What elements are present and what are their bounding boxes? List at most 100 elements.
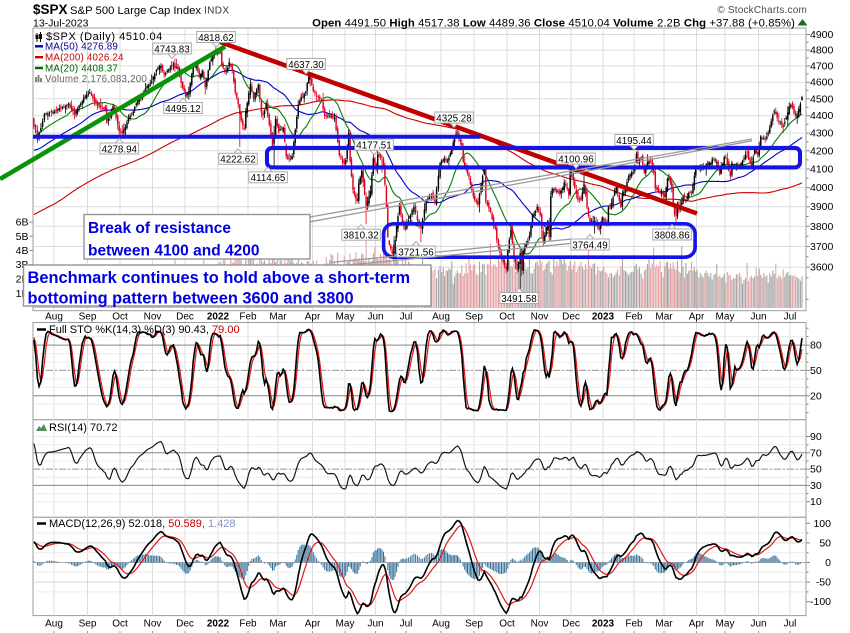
svg-text:May: May bbox=[716, 312, 735, 323]
svg-text:6B: 6B bbox=[16, 217, 29, 229]
svg-text:4500: 4500 bbox=[810, 93, 834, 105]
svg-text:70: 70 bbox=[810, 447, 822, 459]
svg-text:INDX: INDX bbox=[204, 6, 230, 17]
svg-text:Aug: Aug bbox=[45, 312, 63, 323]
svg-text:Oct: Oct bbox=[112, 312, 128, 323]
svg-text:3700: 3700 bbox=[810, 241, 834, 253]
svg-text:Jun: Jun bbox=[367, 312, 383, 323]
svg-text:Nov: Nov bbox=[144, 619, 162, 630]
svg-text:4900: 4900 bbox=[810, 29, 834, 41]
svg-text:4600: 4600 bbox=[810, 77, 834, 89]
svg-text:$SPX (Daily) 4510.04: $SPX (Daily) 4510.04 bbox=[46, 31, 163, 43]
svg-text:0: 0 bbox=[825, 557, 831, 569]
svg-text:Apr: Apr bbox=[689, 312, 705, 323]
svg-text:Jul: Jul bbox=[784, 619, 797, 630]
svg-text:4300: 4300 bbox=[810, 128, 834, 140]
svg-text:Sep: Sep bbox=[465, 312, 483, 323]
svg-text:4B: 4B bbox=[16, 245, 29, 257]
svg-text:May: May bbox=[336, 619, 355, 630]
svg-text:$SPX: $SPX bbox=[33, 2, 68, 17]
svg-text:Apr: Apr bbox=[305, 312, 321, 323]
svg-text:Sep: Sep bbox=[465, 619, 483, 630]
svg-text:Jun: Jun bbox=[750, 619, 766, 630]
svg-text:5B: 5B bbox=[16, 231, 29, 243]
svg-text:-50: -50 bbox=[816, 577, 831, 589]
svg-text:Open 4491.50 High 4517.38 Low: Open 4491.50 High 4517.38 Low 4489.36 Cl… bbox=[312, 18, 795, 30]
svg-text:Mar: Mar bbox=[269, 619, 287, 630]
svg-text:3800: 3800 bbox=[810, 221, 834, 233]
svg-text:RSI(14) 70.72: RSI(14) 70.72 bbox=[49, 422, 117, 434]
svg-text:4222.62: 4222.62 bbox=[220, 155, 255, 166]
svg-text:between 4100 and 4200: between 4100 and 4200 bbox=[88, 242, 259, 259]
svg-text:3721.56: 3721.56 bbox=[398, 247, 434, 258]
svg-text:Aug: Aug bbox=[45, 619, 63, 630]
svg-text:90: 90 bbox=[810, 431, 822, 443]
svg-text:3900: 3900 bbox=[810, 201, 834, 213]
svg-text:50: 50 bbox=[810, 365, 822, 377]
svg-text:Mar: Mar bbox=[269, 312, 287, 323]
svg-text:Sep: Sep bbox=[79, 619, 97, 630]
svg-text:Nov: Nov bbox=[531, 619, 549, 630]
svg-text:4495.12: 4495.12 bbox=[165, 104, 200, 115]
svg-text:4637.30: 4637.30 bbox=[288, 60, 324, 71]
svg-text:Full STO %K(14,3) %D(3) 90.43,: Full STO %K(14,3) %D(3) 90.43, 79.00 bbox=[49, 324, 240, 336]
svg-text:Mar: Mar bbox=[655, 312, 673, 323]
svg-text:Dec: Dec bbox=[176, 312, 194, 323]
svg-text:4177.51: 4177.51 bbox=[356, 141, 391, 152]
svg-text:Feb: Feb bbox=[239, 619, 257, 630]
svg-text:50: 50 bbox=[810, 464, 822, 476]
svg-text:MA(200) 4026.24: MA(200) 4026.24 bbox=[45, 53, 124, 64]
svg-text:Nov: Nov bbox=[144, 312, 162, 323]
svg-text:2022: 2022 bbox=[207, 619, 230, 630]
svg-text:4000: 4000 bbox=[810, 182, 834, 194]
svg-text:4114.65: 4114.65 bbox=[251, 173, 286, 184]
svg-text:Benchmark continues to hold ab: Benchmark continues to hold above a shor… bbox=[28, 269, 411, 287]
svg-text:Feb: Feb bbox=[625, 312, 643, 323]
svg-text:30: 30 bbox=[810, 480, 822, 492]
svg-text:13-Jul-2023: 13-Jul-2023 bbox=[33, 18, 89, 30]
svg-text:S&P 500 Large Cap Index: S&P 500 Large Cap Index bbox=[70, 5, 201, 17]
svg-text:Apr: Apr bbox=[689, 619, 705, 630]
svg-text:3600: 3600 bbox=[810, 262, 834, 274]
svg-text:4100.96: 4100.96 bbox=[558, 154, 594, 165]
svg-text:3764.49: 3764.49 bbox=[572, 240, 607, 251]
svg-text:-100: -100 bbox=[810, 596, 831, 608]
svg-text:100: 100 bbox=[813, 518, 831, 530]
svg-text:4743.83: 4743.83 bbox=[154, 44, 190, 55]
svg-text:3810.32: 3810.32 bbox=[343, 231, 378, 242]
svg-text:© StockCharts.com: © StockCharts.com bbox=[717, 5, 807, 16]
svg-text:Break of resistance: Break of resistance bbox=[88, 220, 231, 237]
svg-text:Oct: Oct bbox=[112, 619, 128, 630]
svg-text:4818.62: 4818.62 bbox=[198, 33, 233, 44]
svg-text:MA(20) 4408.37: MA(20) 4408.37 bbox=[45, 63, 118, 74]
svg-text:4700: 4700 bbox=[810, 60, 834, 72]
svg-text:2023: 2023 bbox=[592, 619, 615, 630]
svg-text:Jul: Jul bbox=[400, 312, 413, 323]
svg-text:4325.28: 4325.28 bbox=[436, 113, 472, 124]
svg-text:Feb: Feb bbox=[239, 312, 257, 323]
svg-text:May: May bbox=[716, 619, 735, 630]
svg-text:Oct: Oct bbox=[499, 619, 515, 630]
svg-text:Jul: Jul bbox=[784, 312, 797, 323]
svg-text:Jun: Jun bbox=[750, 312, 766, 323]
svg-text:4278.94: 4278.94 bbox=[102, 144, 138, 155]
svg-text:Dec: Dec bbox=[562, 619, 580, 630]
svg-text:4800: 4800 bbox=[810, 45, 834, 57]
svg-text:10: 10 bbox=[810, 496, 822, 508]
svg-text:2023: 2023 bbox=[592, 312, 615, 323]
svg-text:Jun: Jun bbox=[367, 619, 383, 630]
svg-text:Dec: Dec bbox=[562, 312, 580, 323]
svg-text:20: 20 bbox=[810, 390, 822, 402]
svg-text:Aug: Aug bbox=[432, 619, 450, 630]
svg-text:3808.86: 3808.86 bbox=[654, 230, 690, 241]
svg-text:Sep: Sep bbox=[79, 312, 97, 323]
svg-text:MACD(12,26,9) 52.018, 50.589,: MACD(12,26,9) 52.018, 50.589, 1.428 bbox=[49, 518, 236, 530]
svg-text:Aug: Aug bbox=[432, 312, 450, 323]
svg-text:Volume 2,176,083,200: Volume 2,176,083,200 bbox=[45, 74, 147, 85]
svg-text:Nov: Nov bbox=[531, 312, 549, 323]
svg-text:Feb: Feb bbox=[625, 619, 643, 630]
svg-text:4400: 4400 bbox=[810, 110, 834, 122]
svg-text:MA(50) 4276.89: MA(50) 4276.89 bbox=[45, 42, 118, 53]
svg-text:Oct: Oct bbox=[499, 312, 515, 323]
svg-text:bottoming pattern between 3600: bottoming pattern between 3600 and 3800 bbox=[28, 289, 354, 307]
